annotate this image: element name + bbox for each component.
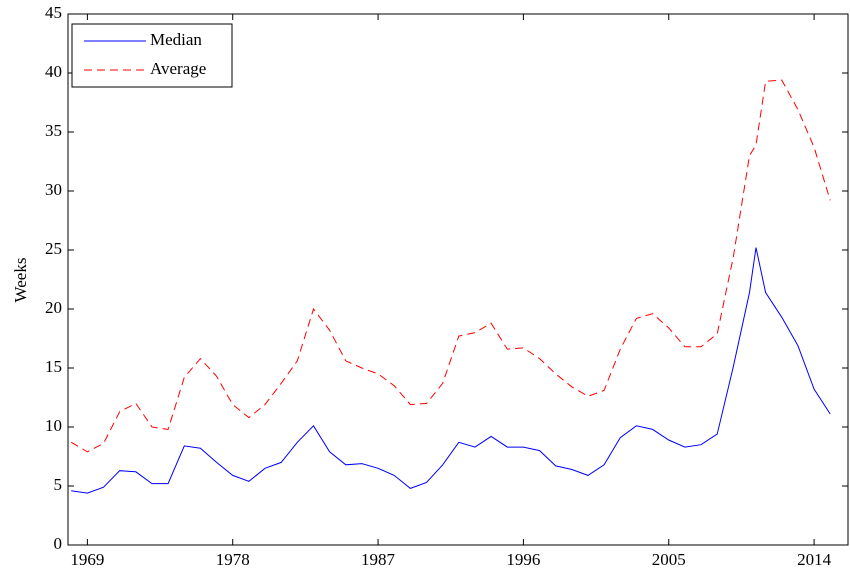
y-tick-label: 15 [45, 357, 62, 376]
y-tick-label: 45 [45, 3, 62, 22]
x-tick-label: 1969 [70, 550, 104, 569]
y-tick-label: 40 [45, 62, 62, 81]
legend-label: Average [150, 59, 206, 78]
x-tick-label: 1996 [506, 550, 540, 569]
series-line [71, 247, 831, 494]
y-tick-label: 30 [45, 180, 62, 199]
plot-frame [67, 13, 849, 546]
x-tick-label: 2005 [652, 550, 686, 569]
legend-label: Median [150, 30, 202, 49]
y-tick-label: 25 [45, 239, 62, 258]
series-line [70, 79, 831, 453]
y-tick-label: 5 [54, 475, 63, 494]
y-tick-label: 20 [45, 298, 62, 317]
y-axis-label: Weeks [11, 258, 30, 303]
y-tick-label: 0 [54, 534, 63, 553]
x-tick-label: 1987 [361, 550, 396, 569]
x-tick-label: 1978 [216, 550, 250, 569]
y-tick-label: 10 [45, 416, 62, 435]
y-tick-label: 35 [45, 121, 62, 140]
x-tick-label: 2014 [797, 550, 832, 569]
legend-box [71, 23, 233, 88]
